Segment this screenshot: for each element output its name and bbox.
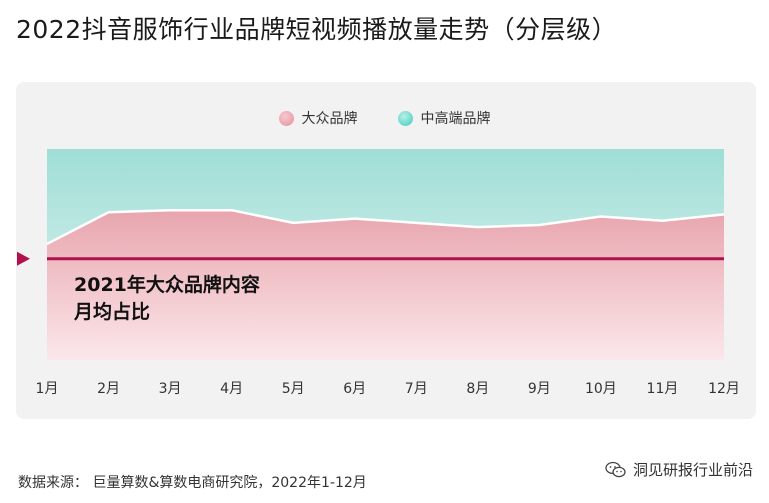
- x-tick-label: 3月: [159, 381, 182, 397]
- legend-item-premium: 中高端品牌: [397, 107, 491, 129]
- x-tick-label: 7月: [405, 381, 428, 397]
- watermark-text: 洞见研报行业前沿: [632, 461, 753, 479]
- x-tick-label: 4月: [220, 381, 243, 397]
- wechat-icon: [605, 461, 626, 477]
- reference-label-line-1: 2021年大众品牌内容: [74, 274, 260, 296]
- chart-legend: 大众品牌 中高端品牌: [0, 107, 769, 129]
- reference-line-label: 2021年大众品牌内容 月均占比: [74, 272, 314, 326]
- x-tick-label: 12月: [708, 381, 740, 397]
- legend-swatch-mass: [278, 110, 294, 126]
- x-tick-label: 9月: [528, 381, 551, 397]
- x-tick-label: 11月: [647, 381, 679, 397]
- area-mass: [47, 210, 724, 360]
- x-tick-label: 2月: [97, 381, 120, 397]
- legend-label-mass: 大众品牌: [301, 111, 358, 127]
- legend-item-mass: 大众品牌: [278, 107, 358, 129]
- x-tick-label: 6月: [343, 381, 366, 397]
- watermark: 洞见研报行业前沿: [605, 459, 753, 480]
- legend-label-premium: 中高端品牌: [420, 111, 491, 127]
- x-tick-label: 10月: [585, 381, 617, 397]
- x-tick-label: 1月: [36, 381, 59, 397]
- chart-title: 2022抖音服饰行业品牌短视频播放量走势（分层级）: [16, 15, 618, 44]
- x-tick-label: 5月: [282, 381, 305, 397]
- reference-marker-icon: [17, 251, 30, 266]
- reference-label-line-2: 月均占比: [74, 301, 151, 323]
- data-source-note: 数据来源： 巨量算数&算数电商研究院，2022年1-12月: [18, 475, 367, 491]
- series-boundary-line: [46, 208, 725, 246]
- x-tick-label: 8月: [466, 381, 489, 397]
- legend-swatch-premium: [397, 110, 413, 126]
